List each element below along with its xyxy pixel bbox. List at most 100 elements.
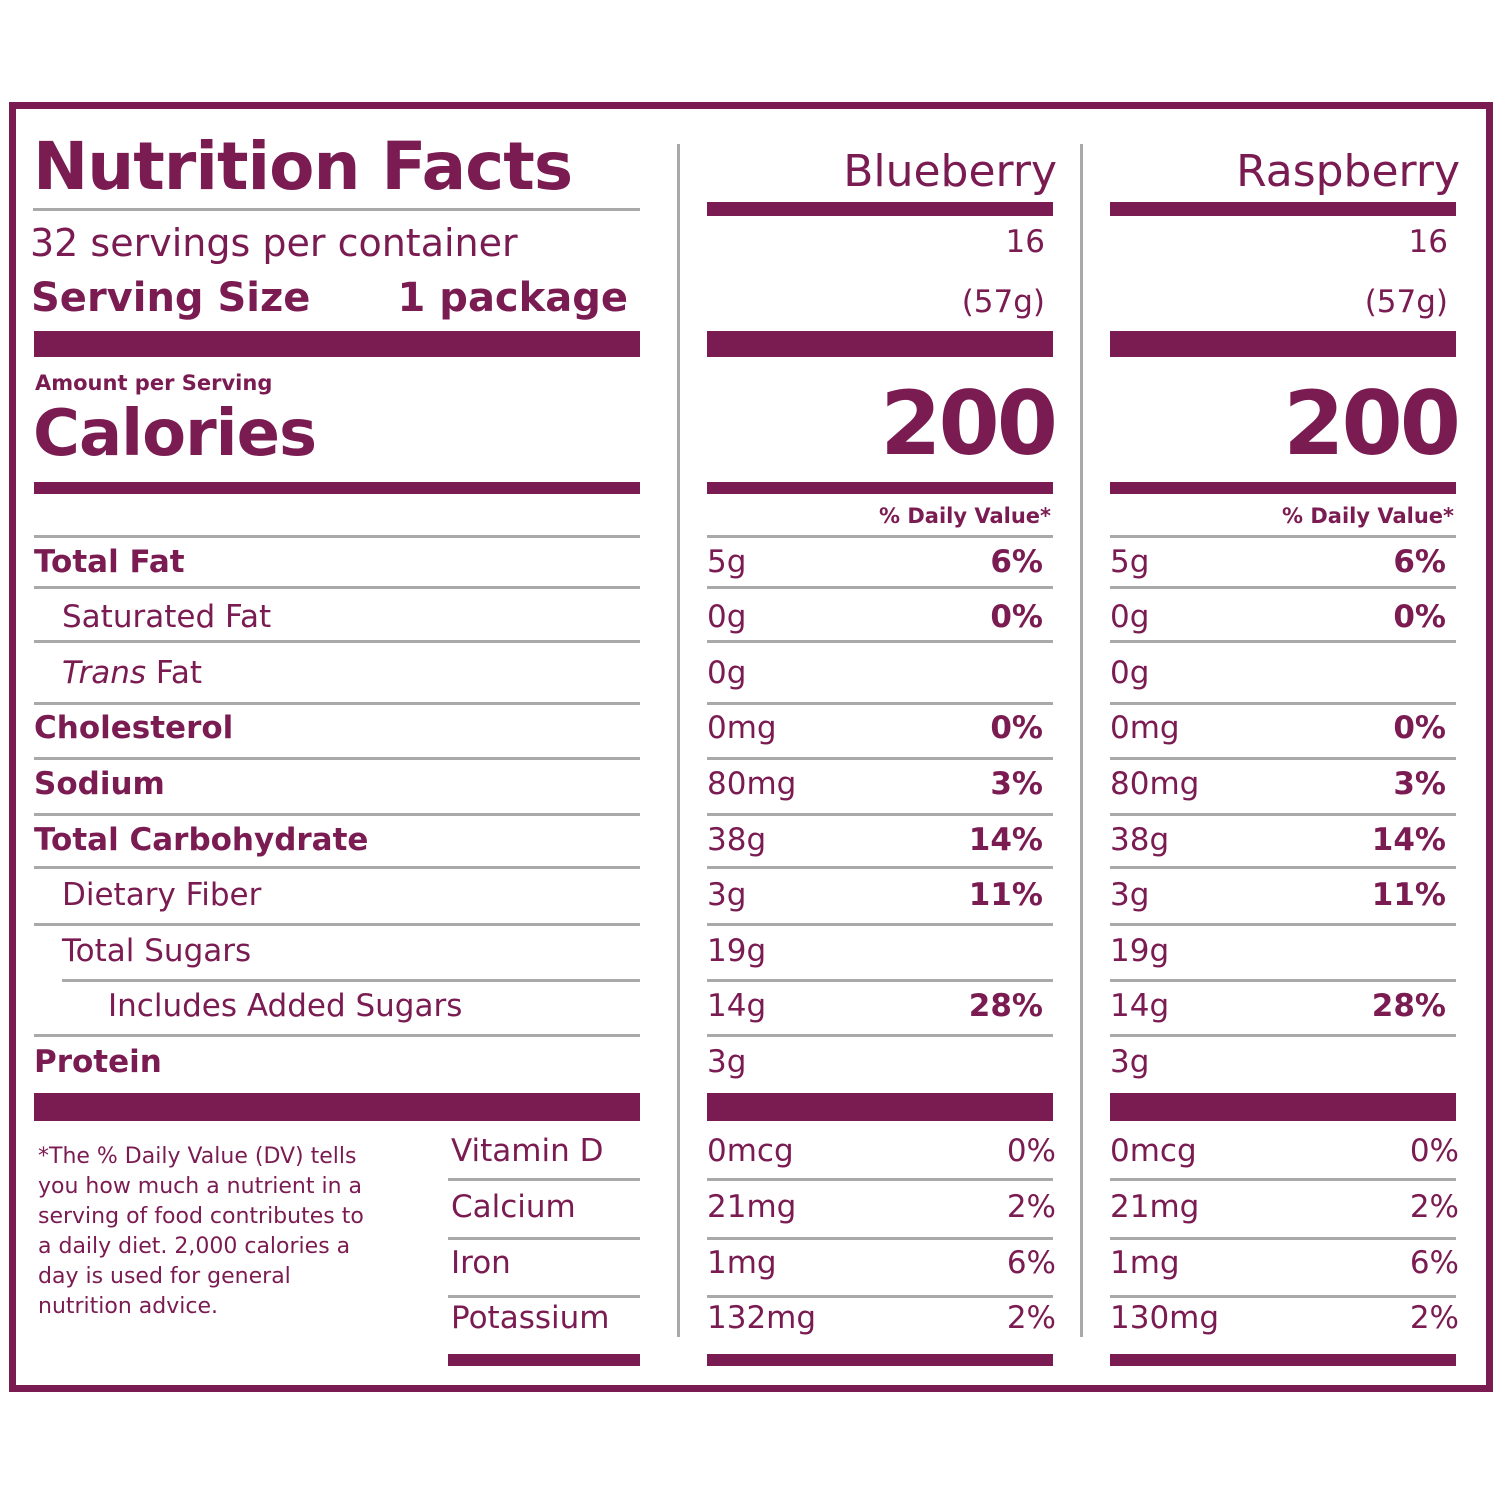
nutrient-name: Total Carbohydrate bbox=[34, 822, 369, 858]
row-rule bbox=[707, 866, 1053, 869]
dv-rule bbox=[1110, 535, 1456, 538]
vitamin-amount: 132mg bbox=[707, 1300, 817, 1336]
column-separator bbox=[1080, 144, 1083, 1337]
bottom-bar bbox=[707, 1354, 1053, 1366]
row-rule bbox=[1110, 586, 1456, 589]
nutrient-amount: 3g bbox=[1110, 877, 1150, 913]
thick-bar bbox=[707, 1093, 1053, 1121]
serving-grams: (57g) bbox=[1364, 284, 1448, 320]
nutrient-amount: 0mg bbox=[707, 710, 777, 746]
daily-value-percent: 6% bbox=[1393, 544, 1446, 580]
nutrient-amount: 0g bbox=[707, 655, 747, 691]
row-rule bbox=[707, 702, 1053, 705]
row-rule bbox=[448, 1237, 640, 1240]
nutrient-amount: 0mg bbox=[1110, 710, 1180, 746]
nutrient-amount: 3g bbox=[1110, 1044, 1150, 1080]
daily-value-percent: 14% bbox=[1371, 822, 1446, 858]
nutrient-amount: 3g bbox=[707, 877, 747, 913]
calories-bar bbox=[707, 482, 1053, 494]
row-rule bbox=[34, 923, 640, 926]
row-rule bbox=[707, 979, 1053, 982]
vitamin-name: Iron bbox=[451, 1245, 511, 1281]
serving-grams: (57g) bbox=[961, 284, 1045, 320]
vitamin-amount: 0mcg bbox=[707, 1133, 794, 1169]
vitamin-daily-value: 6% bbox=[1006, 1245, 1056, 1281]
row-rule bbox=[707, 757, 1053, 760]
nutrient-name: Cholesterol bbox=[34, 710, 234, 746]
nutrient-amount: 0g bbox=[1110, 599, 1150, 635]
thick-bar bbox=[34, 1093, 640, 1121]
bottom-bar bbox=[1110, 1354, 1456, 1366]
thick-bar bbox=[1110, 1093, 1456, 1121]
vitamin-amount: 21mg bbox=[707, 1189, 797, 1225]
row-rule bbox=[1110, 866, 1456, 869]
vitamin-amount: 1mg bbox=[1110, 1245, 1180, 1281]
nutrient-name: Dietary Fiber bbox=[62, 877, 262, 913]
row-rule bbox=[34, 586, 640, 589]
thick-bar bbox=[707, 331, 1053, 357]
label-frame bbox=[9, 102, 1493, 1392]
daily-value-percent: 3% bbox=[990, 766, 1043, 802]
daily-value-percent: 0% bbox=[1393, 599, 1446, 635]
vitamin-daily-value: 2% bbox=[1409, 1189, 1459, 1225]
daily-value-percent: 3% bbox=[1393, 766, 1446, 802]
vitamin-daily-value: 2% bbox=[1409, 1300, 1459, 1336]
servings-count: 16 bbox=[1005, 224, 1045, 260]
nutrient-amount: 19g bbox=[707, 933, 767, 969]
row-rule bbox=[1110, 979, 1456, 982]
vitamin-daily-value: 2% bbox=[1006, 1189, 1056, 1225]
calories-bar bbox=[1110, 482, 1456, 494]
nutrient-amount: 38g bbox=[1110, 822, 1170, 858]
vitamin-amount: 1mg bbox=[707, 1245, 777, 1281]
daily-value-percent: 14% bbox=[968, 822, 1043, 858]
row-rule bbox=[707, 640, 1053, 643]
serving-size-label: Serving Size bbox=[31, 275, 311, 321]
row-rule bbox=[1110, 702, 1456, 705]
row-rule bbox=[707, 813, 1053, 816]
amount-per-serving: Amount per Serving bbox=[35, 371, 273, 395]
dv-header: % Daily Value* bbox=[879, 504, 1051, 528]
product-name: Raspberry bbox=[1236, 146, 1460, 197]
thick-bar bbox=[707, 202, 1053, 216]
row-rule bbox=[1110, 757, 1456, 760]
product-name: Blueberry bbox=[843, 146, 1057, 197]
dv-rule bbox=[707, 535, 1053, 538]
row-rule bbox=[1110, 1034, 1456, 1037]
nutrient-amount: 14g bbox=[1110, 988, 1170, 1024]
row-rule bbox=[34, 702, 640, 705]
nutrient-name: Protein bbox=[34, 1044, 162, 1080]
nutrient-amount: 38g bbox=[707, 822, 767, 858]
bottom-bar bbox=[448, 1354, 640, 1366]
vitamin-name: Potassium bbox=[451, 1300, 610, 1336]
nutrient-name: Total Sugars bbox=[62, 933, 252, 969]
daily-value-percent: 0% bbox=[990, 599, 1043, 635]
daily-value-percent: 0% bbox=[1393, 710, 1446, 746]
row-rule bbox=[707, 586, 1053, 589]
label-title: Nutrition Facts bbox=[33, 128, 573, 205]
trans-word: Trans bbox=[62, 655, 147, 691]
row-rule bbox=[1110, 1178, 1456, 1181]
nutrient-name: Saturated Fat bbox=[62, 599, 272, 635]
daily-value-percent: 11% bbox=[1371, 877, 1446, 913]
nutrient-amount: 0g bbox=[707, 599, 747, 635]
thick-bar bbox=[1110, 331, 1456, 357]
row-rule bbox=[1110, 813, 1456, 816]
daily-value-percent: 6% bbox=[990, 544, 1043, 580]
daily-value-percent: 0% bbox=[990, 710, 1043, 746]
dv-header: % Daily Value* bbox=[1282, 504, 1454, 528]
nutrient-name: Sodium bbox=[34, 766, 165, 802]
calories-bar bbox=[34, 482, 640, 494]
nutrient-name: Total Fat bbox=[34, 544, 185, 580]
row-rule bbox=[34, 813, 640, 816]
vitamin-amount: 0mcg bbox=[1110, 1133, 1197, 1169]
vitamin-name: Vitamin D bbox=[451, 1133, 604, 1169]
vitamin-daily-value: 2% bbox=[1006, 1300, 1056, 1336]
nutrient-amount: 14g bbox=[707, 988, 767, 1024]
row-rule bbox=[1110, 1237, 1456, 1240]
row-rule bbox=[448, 1295, 640, 1298]
thick-bar bbox=[1110, 202, 1456, 216]
row-rule bbox=[62, 979, 640, 982]
nutrient-name: Includes Added Sugars bbox=[108, 988, 463, 1024]
row-rule bbox=[707, 1237, 1053, 1240]
vitamin-daily-value: 0% bbox=[1409, 1133, 1459, 1169]
